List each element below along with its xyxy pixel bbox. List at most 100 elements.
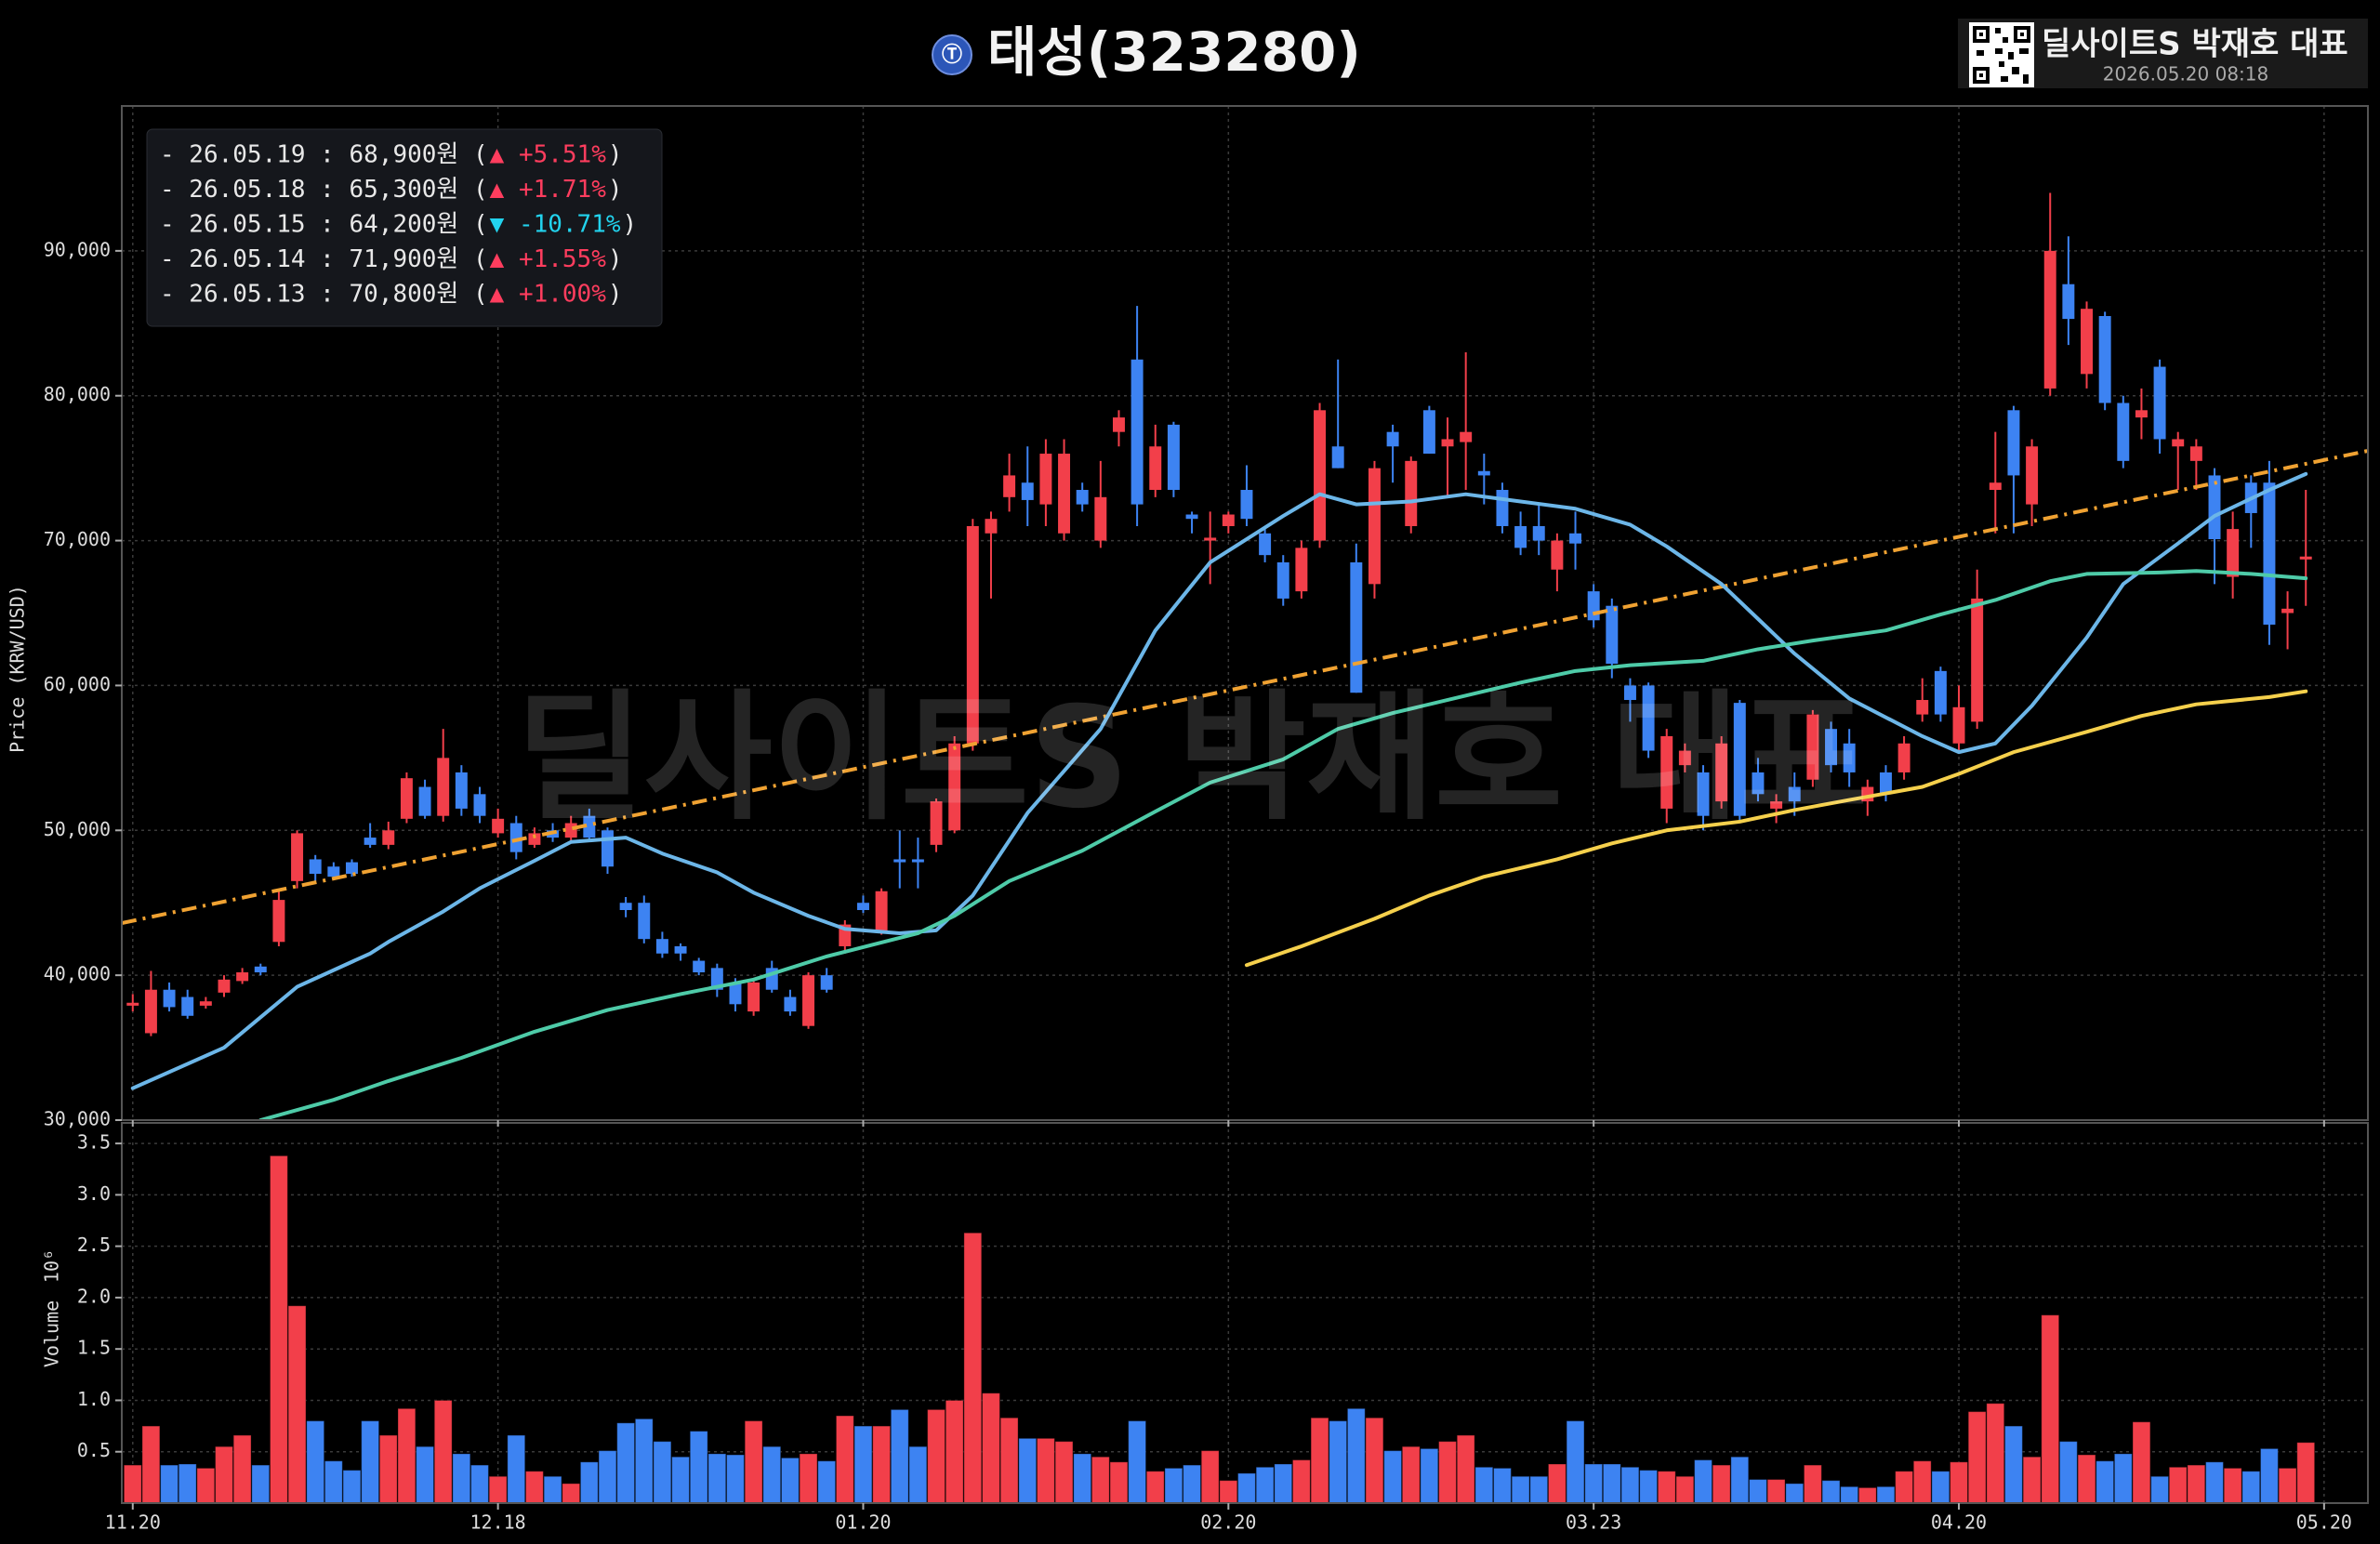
candle-body <box>1496 490 1509 526</box>
volume-bar <box>872 1425 892 1504</box>
candle-body <box>2299 556 2312 560</box>
volume-bar <box>1657 1471 1676 1504</box>
volume-bar <box>1639 1470 1659 1504</box>
volume-bar <box>215 1445 233 1504</box>
volume-bar <box>616 1422 636 1504</box>
volume-bar <box>1274 1463 1293 1504</box>
volume-bar <box>1255 1466 1275 1504</box>
candle-body <box>1660 735 1673 809</box>
indicator-line <box>258 569 2308 1120</box>
volume-bar <box>1529 1475 1549 1504</box>
candle-body <box>930 801 943 845</box>
candle-body <box>1405 460 1418 526</box>
x-tick-label: 11.20 <box>105 1511 161 1534</box>
volume-bar <box>324 1460 343 1504</box>
candle-body <box>382 830 395 845</box>
volume-bar <box>945 1399 964 1504</box>
candle-body <box>1076 490 1089 505</box>
y-tick-label: 3.0 <box>77 1182 111 1205</box>
volume-bar <box>1291 1459 1311 1504</box>
legend-text: - 26.05.14 : 71,900원 ( <box>160 245 488 273</box>
volume-bar <box>1073 1453 1092 1504</box>
volume-bar <box>1018 1437 1038 1504</box>
volume-bar <box>890 1408 909 1504</box>
axes: 30,000 40,000 50,000 60,000 70,000 80,000 90,0… <box>7 238 2352 1533</box>
candle-body <box>1569 533 1582 544</box>
volume-bar <box>452 1453 471 1504</box>
volume-bar <box>1840 1485 1859 1504</box>
volume-bar <box>634 1418 654 1504</box>
volume-bar <box>835 1415 854 1504</box>
candle-body <box>2153 366 2166 440</box>
candle-body <box>1149 446 1162 491</box>
candle-body <box>1551 540 1564 570</box>
candle-body <box>1952 706 1965 744</box>
candle-body <box>1058 454 1071 534</box>
volume-bar <box>342 1470 362 1504</box>
candle-body <box>1825 729 1837 766</box>
candle-body <box>291 833 304 881</box>
candle-body <box>820 975 833 990</box>
candle-body <box>455 772 468 809</box>
candle-body <box>1276 561 1289 599</box>
legend-text: - 26.05.18 : 65,300원 ( <box>160 176 488 204</box>
y-axis-unit: 10⁶ <box>41 1249 63 1283</box>
y-tick-label: 50,000 <box>44 818 111 840</box>
y-tick-label: 70,000 <box>44 528 111 550</box>
candle-body <box>473 794 486 816</box>
volume-bar <box>2278 1467 2297 1504</box>
legend-change: ▲ +1.55% <box>490 245 607 273</box>
candle-body <box>327 866 340 878</box>
legend-end: ) <box>608 281 623 309</box>
candle-body <box>1623 685 1636 701</box>
candle-body <box>2172 439 2185 447</box>
volume-bar <box>378 1434 398 1504</box>
candle-body <box>1587 591 1600 621</box>
volume-bar <box>799 1453 818 1504</box>
volume-bar <box>762 1445 782 1504</box>
volume-bar <box>744 1420 763 1504</box>
volume-bar <box>2041 1314 2060 1504</box>
candle-body <box>875 891 888 932</box>
candle-body <box>1204 537 1217 541</box>
volume-bar <box>2296 1442 2316 1504</box>
legend-box <box>146 128 663 327</box>
volume-bar <box>707 1453 727 1504</box>
volume-bar <box>306 1420 325 1504</box>
candle-body <box>126 1002 139 1006</box>
qr-code <box>1969 22 2034 87</box>
volume-bar <box>470 1464 489 1504</box>
volume-bar <box>232 1434 252 1504</box>
volume-bar <box>1821 1480 1841 1504</box>
volume-bar <box>2113 1453 2133 1504</box>
candle-body <box>1167 424 1180 491</box>
candle-body <box>1916 700 1929 715</box>
indicator-lines <box>122 448 2368 1120</box>
volume-bar <box>671 1456 690 1504</box>
volume-bar <box>2132 1421 2151 1504</box>
candle-body <box>1460 431 1473 442</box>
candle-body <box>1130 359 1144 505</box>
volume-bar <box>1986 1403 2005 1504</box>
candle-body <box>638 903 651 940</box>
volume-bar <box>1547 1463 1567 1504</box>
candle-body <box>1606 605 1619 665</box>
legend-text: - 26.05.19 : 68,900원 ( <box>160 141 488 169</box>
volume-bar <box>1438 1441 1457 1504</box>
volume-panel <box>123 1155 2316 1504</box>
candle-body <box>1971 598 1984 722</box>
volume-bar <box>507 1434 526 1504</box>
volume-bar <box>543 1475 562 1504</box>
volume-bar <box>1895 1471 1914 1504</box>
chart-title: 태성(323280) <box>987 20 1361 84</box>
timestamp: 2026.05.20 08:18 <box>2103 63 2269 86</box>
candle-body <box>1295 548 1308 592</box>
volume-bar <box>123 1464 142 1504</box>
volume-bar <box>2168 1466 2188 1504</box>
candle-body <box>2098 315 2111 403</box>
indicator-line <box>1244 689 2308 968</box>
volume-bar <box>562 1483 581 1504</box>
volume-bar <box>1145 1471 1165 1504</box>
candle-body <box>1770 801 1783 809</box>
